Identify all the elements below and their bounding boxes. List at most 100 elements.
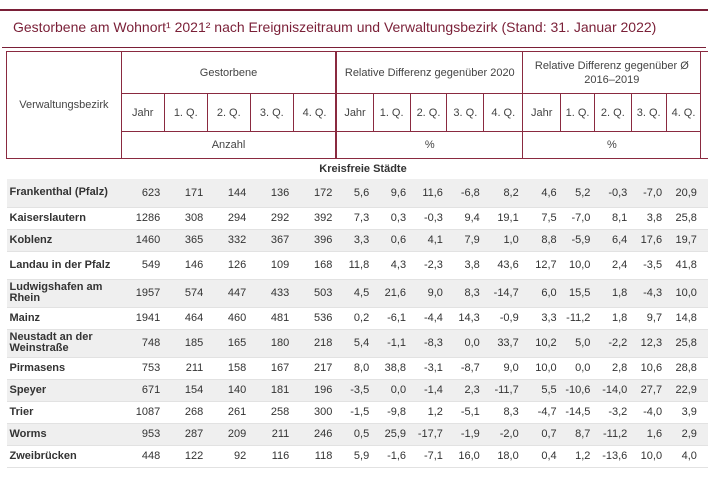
- value-cell: 1460: [121, 229, 165, 252]
- value-cell: 144: [207, 179, 251, 208]
- value-cell: 18,0: [483, 445, 523, 468]
- district-name: Neustadt an der Weinstraße: [6, 329, 122, 358]
- value-cell: 367: [250, 229, 294, 252]
- subcolumn-header: 4. Q.: [665, 93, 702, 132]
- value-cell: -6,1: [373, 307, 411, 330]
- table-row: Pirmasens 753 211 158 167 217 8,0 38,8 -3,1 -8,7 9…: [6, 357, 708, 380]
- value-cell: 11,8: [336, 251, 374, 280]
- value-cell: -4,7: [522, 401, 561, 424]
- value-cell: -1,5: [336, 401, 374, 424]
- value-cell: 126: [207, 251, 251, 280]
- value-cell: 1087: [121, 401, 165, 424]
- subcolumn-header: 2. Q.: [409, 93, 448, 132]
- subcolumn-header: 1. Q.: [560, 93, 595, 132]
- value-cell: 154: [164, 379, 208, 402]
- row-label-header: Verwaltungsbezirk: [6, 51, 122, 159]
- value-cell: 4,3: [373, 251, 411, 280]
- value-cell: 9,7: [631, 307, 667, 330]
- value-cell: -0,3: [594, 179, 632, 208]
- value-cell: -14,7: [483, 279, 523, 308]
- value-cell: 181: [250, 379, 294, 402]
- value-cell: 25,8: [666, 207, 701, 230]
- value-cell: 140: [207, 379, 251, 402]
- value-cell: 0,0: [446, 329, 484, 358]
- subcolumn-header: 2. Q.: [593, 93, 632, 132]
- value-cell: 38,8: [373, 357, 411, 380]
- value-cell: 171: [164, 179, 208, 208]
- value-cell: 433: [250, 279, 294, 308]
- unit-percent: %: [335, 131, 524, 159]
- value-cell: -3,2: [594, 401, 632, 424]
- value-cell: 7,9: [446, 229, 484, 252]
- value-cell: 28,8: [666, 357, 701, 380]
- value-cell: 10,0: [522, 357, 561, 380]
- value-cell: 287: [164, 423, 208, 446]
- value-cell: 1,8: [594, 307, 632, 330]
- cut-off-cell: [700, 329, 708, 358]
- cut-off-cell: [700, 423, 708, 446]
- value-cell: -7,1: [410, 445, 447, 468]
- value-cell: 168: [293, 251, 337, 280]
- value-cell: 4,6: [522, 179, 561, 208]
- value-cell: -14,5: [560, 401, 595, 424]
- value-cell: 2,3: [446, 379, 484, 402]
- value-cell: 7,5: [522, 207, 561, 230]
- value-cell: 0,0: [560, 357, 595, 380]
- value-cell: 20,9: [666, 179, 701, 208]
- subcolumn-header: 2. Q.: [206, 93, 251, 132]
- value-cell: 8,7: [560, 423, 595, 446]
- value-cell: -1,1: [373, 329, 411, 358]
- section-title: Kreisfreie Städte: [6, 158, 708, 179]
- value-cell: 503: [293, 279, 337, 308]
- value-cell: 158: [207, 357, 251, 380]
- value-cell: 258: [250, 401, 294, 424]
- unit-count: Anzahl: [120, 131, 337, 159]
- value-cell: 1957: [121, 279, 165, 308]
- value-cell: 8,8: [522, 229, 561, 252]
- value-cell: 15,5: [560, 279, 595, 308]
- value-cell: 1,0: [483, 229, 523, 252]
- value-cell: 748: [121, 329, 165, 358]
- value-cell: 0,7: [522, 423, 561, 446]
- table-row: Speyer 671 154 140 181 196 -3,5 0,0 -1,4 2,3 -11,7…: [6, 379, 708, 402]
- table-row: Frankenthal (Pfalz) 623 171 144 136 172 5,6 9,6…: [6, 179, 708, 208]
- value-cell: 21,6: [373, 279, 411, 308]
- value-cell: 185: [164, 329, 208, 358]
- group-header-diff-avg: Relative Differenz gegenüber Ø 2016–2019: [522, 51, 702, 94]
- group-header-diff-2020: Relative Differenz gegenüber 2020: [335, 51, 524, 94]
- subcolumn-header: Jahr: [522, 93, 562, 132]
- value-cell: -1,6: [373, 445, 411, 468]
- value-cell: 448: [121, 445, 165, 468]
- subcolumn-header: 4. Q.: [292, 93, 337, 132]
- value-cell: 6,4: [594, 229, 632, 252]
- value-cell: -2,2: [594, 329, 632, 358]
- value-cell: 0,6: [373, 229, 411, 252]
- value-cell: 574: [164, 279, 208, 308]
- cut-off-cell: [700, 207, 708, 230]
- value-cell: -3,1: [410, 357, 447, 380]
- value-cell: 447: [207, 279, 251, 308]
- value-cell: 10,2: [522, 329, 561, 358]
- value-cell: 109: [250, 251, 294, 280]
- value-cell: 3,8: [446, 251, 484, 280]
- subcolumn-header: 3. Q.: [446, 93, 485, 132]
- value-cell: 217: [293, 357, 337, 380]
- value-cell: 1,2: [560, 445, 595, 468]
- value-cell: 3,3: [336, 229, 374, 252]
- value-cell: 0,3: [373, 207, 411, 230]
- value-cell: 396: [293, 229, 337, 252]
- value-cell: 218: [293, 329, 337, 358]
- district-name: Frankenthal (Pfalz): [6, 179, 122, 208]
- value-cell: -10,6: [560, 379, 595, 402]
- cut-off-cell: [700, 379, 708, 402]
- table-row: Trier 1087 268 261 258 300 -1,5 -9,8 1,2 -5,1 8,3-…: [6, 401, 708, 424]
- value-cell: -17,7: [410, 423, 447, 446]
- value-cell: -2,3: [410, 251, 447, 280]
- table-row: Zweibrücken 448 122 92 116 118 5,9 -1,6 -7,1 16,0…: [6, 445, 708, 468]
- value-cell: 1,8: [594, 279, 632, 308]
- district-name: Zweibrücken: [6, 445, 122, 468]
- district-name: Landau in der Pfalz: [6, 251, 122, 280]
- value-cell: 146: [164, 251, 208, 280]
- value-cell: 4,1: [410, 229, 447, 252]
